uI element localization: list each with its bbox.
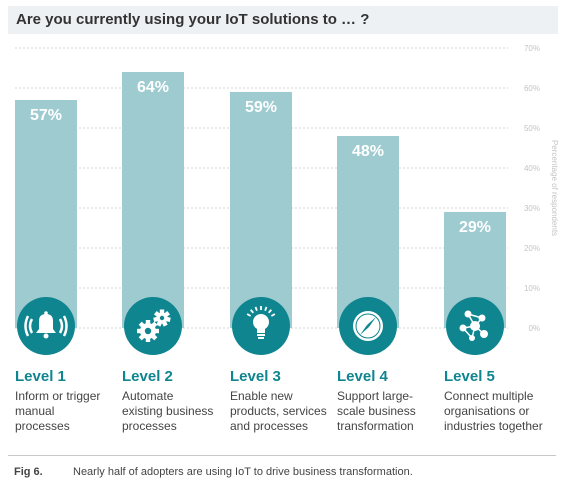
icons [17, 297, 504, 355]
footer-divider [8, 455, 556, 456]
y-tick-label: 40% [524, 164, 540, 173]
chart-plot: 57%64%59%48%29% 0%10%20%30%40%50%60%70% … [15, 44, 559, 355]
level-title-4: Level 4 [337, 368, 388, 385]
y-tick-labels: 0% 10% 20% 30% 40% 50% 60% 70% [524, 44, 540, 333]
level-description-1: Inform or trigger manual processes [15, 389, 101, 433]
level-description-5: Connect multiple organisations or industri… [444, 389, 543, 433]
y-tick-label: 30% [524, 204, 540, 213]
y-tick-label: 0% [528, 324, 540, 333]
y-tick-label: 10% [524, 284, 540, 293]
y-tick-label: 50% [524, 124, 540, 133]
title-bar: Are you currently using your IoT solutio… [8, 6, 558, 34]
lightbulb-icon [232, 297, 290, 355]
y-axis-label: Percentage of respondents [550, 140, 559, 236]
network-icon [446, 297, 504, 355]
bar-1 [15, 100, 77, 328]
bar-4 [337, 136, 399, 328]
level-description-3: Enable new products, services and processe… [230, 389, 327, 433]
level-description-2: Automate existing business processes [122, 389, 214, 433]
bar-3 [230, 92, 292, 328]
figure-caption: Nearly half of adopters are using IoT to… [73, 466, 413, 478]
y-tick-label: 20% [524, 244, 540, 253]
data-labels: 57% 64% 59% 48% 29% [30, 79, 491, 236]
level-title-3: Level 3 [230, 368, 281, 385]
data-label-3: 59% [245, 99, 277, 116]
level-title-1: Level 1 [15, 368, 66, 385]
level-title-2: Level 2 [122, 368, 173, 385]
y-tick-label: 70% [524, 44, 540, 53]
data-label-1: 57% [30, 107, 62, 124]
bell-ringing-icon [17, 297, 75, 355]
compass-icon [339, 297, 397, 355]
level-description-4: Support large-scale business transformati… [337, 389, 416, 433]
bar-2 [122, 72, 184, 328]
data-label-2: 64% [137, 79, 169, 96]
level-title-5: Level 5 [444, 368, 495, 385]
y-tick-label: 60% [524, 84, 540, 93]
figure-label: Fig 6. [14, 466, 43, 478]
data-label-4: 48% [352, 143, 384, 160]
gears-icon [124, 297, 182, 355]
chart-title: Are you currently using your IoT solutio… [16, 11, 370, 28]
data-label-5: 29% [459, 219, 491, 236]
